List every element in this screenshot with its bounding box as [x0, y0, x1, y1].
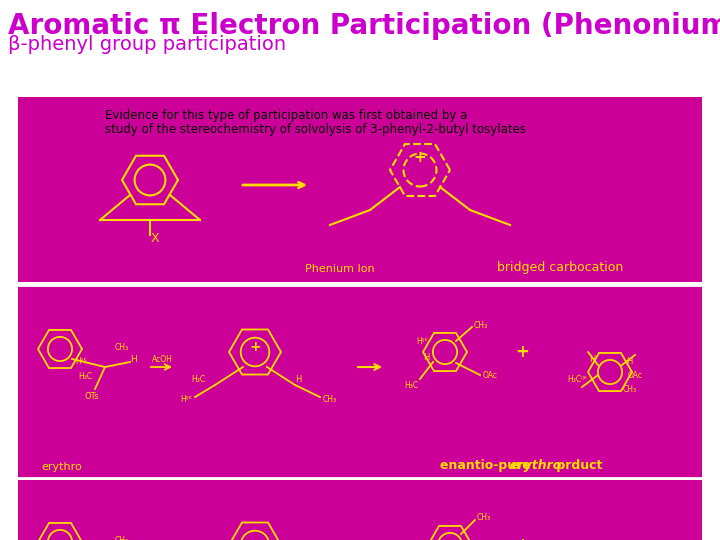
Text: H: H — [295, 375, 302, 383]
Text: erythro: erythro — [42, 462, 82, 472]
Text: OAc: OAc — [483, 372, 498, 381]
Bar — [18, 480, 702, 540]
Text: H: H — [590, 354, 596, 363]
Text: H: H — [130, 355, 137, 364]
Text: AcOH: AcOH — [152, 355, 172, 364]
Text: H: H — [626, 357, 632, 367]
Text: H₃C: H₃C — [404, 381, 418, 390]
Text: OAc: OAc — [628, 370, 643, 380]
Text: enantio-pure: enantio-pure — [440, 459, 535, 472]
Text: X: X — [150, 232, 159, 245]
Text: study of the stereochemistry of solvolysis of 3-phenyl-2-butyl tosylates: study of the stereochemistry of solvolys… — [105, 123, 526, 136]
Bar — [18, 285, 702, 478]
Text: CH₃: CH₃ — [474, 321, 488, 329]
Text: H₃C: H₃C — [78, 372, 92, 381]
Text: CH₃: CH₃ — [623, 384, 637, 394]
Text: −: − — [249, 533, 261, 540]
Text: CH₃: CH₃ — [115, 536, 129, 540]
Text: +: + — [515, 343, 529, 361]
Text: β-phenyl group participation: β-phenyl group participation — [8, 35, 286, 54]
Text: Hᴵᴶᴷ: Hᴵᴶᴷ — [181, 395, 192, 403]
Text: CH₃: CH₃ — [323, 395, 337, 403]
Text: H₃C: H₃C — [191, 375, 205, 383]
Text: CH₃: CH₃ — [477, 514, 491, 523]
Text: CH₃: CH₃ — [115, 343, 129, 352]
Text: H₃Cᴵᴶᴷ: H₃Cᴵᴶᴷ — [567, 375, 587, 383]
Text: Hᴵᴶᴷ: Hᴵᴶᴷ — [76, 357, 87, 367]
Text: Hᴵᴶᴷ: Hᴵᴶᴷ — [416, 338, 428, 347]
Text: erythro: erythro — [510, 459, 562, 472]
Text: Phenium Ion: Phenium Ion — [305, 264, 375, 274]
Text: prduct: prduct — [552, 459, 603, 472]
Text: bridged carbocation: bridged carbocation — [497, 261, 623, 274]
Text: +: + — [413, 150, 426, 165]
Text: Evidence for this type of participation was first obtained by a: Evidence for this type of participation … — [105, 109, 467, 122]
Bar — [18, 97, 702, 282]
Text: OTs: OTs — [85, 392, 99, 401]
Text: +: + — [249, 340, 261, 354]
Bar — [18, 480, 702, 540]
Text: +: + — [515, 536, 529, 540]
Text: Aromatic π Electron Participation (Phenonium Ion): Aromatic π Electron Participation (Pheno… — [8, 12, 720, 40]
Text: H: H — [423, 353, 430, 361]
